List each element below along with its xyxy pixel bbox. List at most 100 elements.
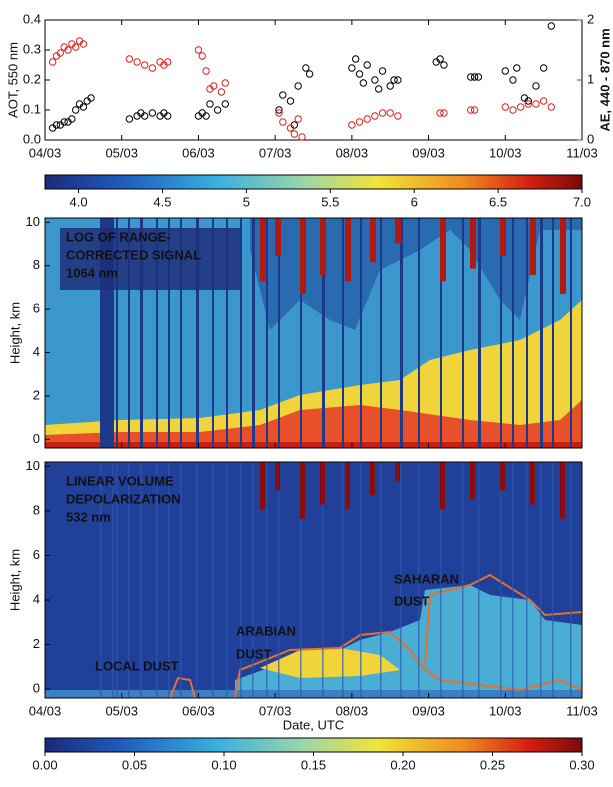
point (355, 118, 364, 126)
texture (226, 218, 228, 448)
point (302, 64, 310, 72)
texture (300, 218, 306, 294)
texture (360, 218, 362, 448)
texture (530, 462, 535, 505)
texture (380, 462, 382, 698)
texture (260, 462, 265, 510)
point (87, 94, 95, 102)
point (294, 115, 302, 123)
y-tick-label: 0.1 (23, 101, 41, 116)
region-label: LOCAL DUST (95, 658, 179, 673)
point (206, 100, 214, 108)
point (394, 76, 402, 84)
point (290, 130, 299, 138)
point (501, 67, 509, 75)
point (60, 118, 68, 126)
y-tick-label: 2 (33, 636, 40, 651)
colorbar-tick-label: 0.20 (390, 757, 415, 772)
y-tick-label: 0.2 (23, 71, 41, 86)
point (125, 115, 134, 123)
texture (212, 218, 214, 448)
point (509, 106, 517, 114)
panel-annotation: LOG OF RANGE- (66, 229, 171, 244)
panel-annotation: CORRECTED SIGNAL (66, 247, 201, 262)
point (221, 79, 229, 87)
colorbar-tick-label: 6 (411, 194, 418, 209)
y-tick-label: 8 (33, 502, 40, 517)
point (378, 67, 387, 75)
point (52, 121, 61, 129)
point (164, 58, 172, 66)
y-tick-label: 0 (33, 681, 40, 696)
panel-annotation: LINEAR VOLUME (66, 473, 174, 488)
plot-frame (44, 461, 583, 699)
region-label: SAHARAN (394, 571, 459, 586)
colorbar-tick-label: 0.15 (301, 757, 326, 772)
point (440, 109, 448, 117)
texture (440, 462, 442, 698)
point (194, 46, 203, 54)
point (516, 103, 525, 111)
texture (168, 218, 170, 448)
x-tick-label: 08/03 (336, 145, 369, 160)
texture (526, 218, 528, 448)
point (532, 100, 540, 108)
point (279, 118, 287, 126)
colorbar-tick-label: 0.30 (569, 757, 594, 772)
point (279, 91, 287, 99)
texture (100, 462, 102, 698)
texture (552, 462, 554, 698)
point (275, 106, 283, 114)
texture (470, 462, 475, 500)
y-tick-label: 0 (33, 431, 40, 446)
point (213, 106, 222, 114)
texture (266, 218, 268, 448)
texture (156, 462, 158, 698)
point (71, 43, 80, 51)
panel-annotation: 532 nm (66, 509, 111, 524)
y2-tick-label: 2 (587, 11, 594, 26)
point (524, 97, 532, 105)
texture (300, 462, 302, 698)
texture (395, 218, 401, 244)
colorbar (44, 737, 583, 753)
texture (360, 462, 362, 698)
texture (266, 462, 268, 698)
texture (116, 218, 118, 448)
y-tick-label: 4 (33, 344, 40, 359)
point (371, 76, 379, 84)
texture (540, 218, 543, 448)
texture (342, 462, 344, 698)
texture (470, 218, 476, 269)
texture (380, 218, 382, 448)
texture (140, 218, 143, 448)
x-tick-label: 11/03 (566, 145, 598, 160)
x-tick-label: 07/03 (259, 145, 292, 160)
texture (116, 462, 118, 698)
panel-annotation: 1064 nm (66, 265, 118, 280)
colorbar-tick-label: 0.10 (211, 757, 236, 772)
point (386, 109, 394, 117)
y-tick-label: 6 (33, 301, 40, 316)
y-tick-label: 8 (33, 257, 40, 272)
texture (462, 218, 464, 448)
colorbar-tick-label: 5.5 (321, 194, 339, 209)
plot-frame (44, 217, 583, 449)
y-tick-label: 10 (26, 458, 40, 473)
x-tick-label: 09/03 (412, 145, 445, 160)
point (375, 85, 383, 93)
texture (345, 218, 351, 282)
colorbar-tick-label: 5 (243, 194, 250, 209)
texture (440, 462, 445, 510)
x-axis-label: Date, UTC (283, 717, 344, 732)
colorbar-tick-label: 0.05 (122, 757, 147, 772)
y2-tick-label: 0 (587, 131, 594, 146)
point (467, 73, 475, 81)
texture (440, 218, 442, 448)
texture (478, 462, 480, 698)
point (286, 124, 295, 132)
point (501, 103, 509, 111)
texture (322, 218, 325, 448)
point (436, 109, 444, 117)
